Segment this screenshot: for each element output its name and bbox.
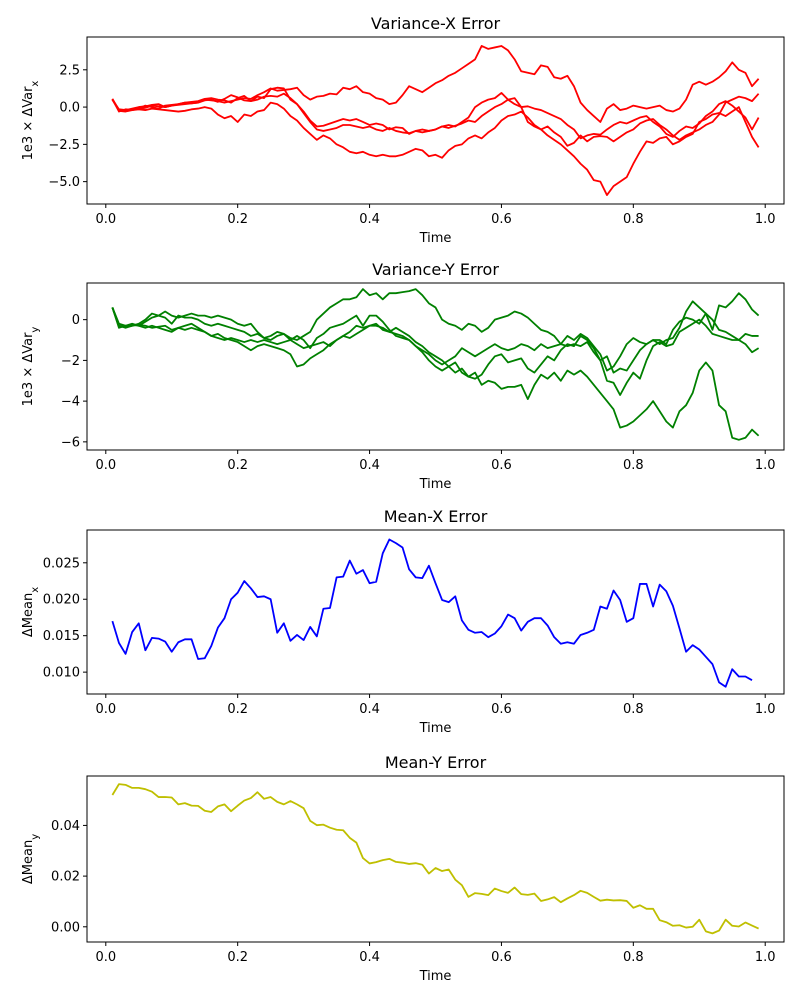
x-tick-label: 0.6 xyxy=(491,702,512,717)
y-tick-label: 0.015 xyxy=(43,629,80,644)
chart-title: Variance-Y Error xyxy=(372,260,499,279)
chart-title: Variance-X Error xyxy=(371,14,501,33)
x-tick-label: 0.2 xyxy=(227,702,248,717)
y-tick-label: 2.5 xyxy=(59,63,80,78)
chart-panel-2: Variance-Y Error 0.0 0.2 0.4 0.6 0.8 1.0 0 −2 −4 −… xyxy=(21,260,785,492)
y-tick-label: 0.0 xyxy=(59,101,80,116)
y-axis-label: ΔMeanx xyxy=(21,587,41,637)
y-axis-label-subscript: x xyxy=(30,587,41,593)
x-tick-label: 0.4 xyxy=(359,702,380,717)
series-line-3 xyxy=(111,307,760,441)
plot-frame xyxy=(86,282,785,451)
y-tick-label: 0.00 xyxy=(51,920,80,935)
x-tick-label: 0.6 xyxy=(491,212,512,227)
y-axis-label: 1e3 × ΔVarx xyxy=(21,81,41,161)
y-tick-label: −6 xyxy=(61,435,80,450)
series-line-4 xyxy=(111,307,760,396)
x-axis-label: Time xyxy=(419,721,452,736)
y-axis-label-base: 1e3 × ΔVar xyxy=(21,332,36,406)
series-line-1 xyxy=(111,45,760,123)
y-tick-label: 0.020 xyxy=(43,593,80,608)
chart-panel-1: Variance-X Error 0.0 0.2 0.4 0.6 0.8 1.0 2.5 0.0… xyxy=(21,14,785,246)
x-tick-label: 1.0 xyxy=(755,458,776,473)
y-axis-label-base: ΔMean xyxy=(21,593,36,637)
x-tick-label: 0.0 xyxy=(95,458,116,473)
x-tick-label: 0.2 xyxy=(227,458,248,473)
x-tick-label: 0.0 xyxy=(95,950,116,965)
x-axis-label: Time xyxy=(419,231,452,246)
plot-frame xyxy=(86,36,785,205)
y-tick-label: −4 xyxy=(61,395,80,410)
x-tick-label: 1.0 xyxy=(755,950,776,965)
y-tick-label: 0.010 xyxy=(43,666,80,681)
y-tick-label: 0.04 xyxy=(51,819,80,834)
y-axis-label-subscript: x xyxy=(30,81,41,87)
x-tick-label: 0.8 xyxy=(623,212,644,227)
y-axis-label-base: 1e3 × ΔVar xyxy=(21,86,36,160)
chart-panel-4: Mean-Y Error 0.0 0.2 0.4 0.6 0.8 1.0 0.04 0.02 0.… xyxy=(21,753,785,984)
x-axis-label: Time xyxy=(419,477,452,492)
chart-title: Mean-X Error xyxy=(384,507,488,526)
series-line-4 xyxy=(111,92,760,147)
x-tick-label: 0.8 xyxy=(623,950,644,965)
x-tick-label: 0.8 xyxy=(623,458,644,473)
x-tick-label: 0.4 xyxy=(359,212,380,227)
y-tick-label: 0.025 xyxy=(43,556,80,571)
x-tick-label: 0.6 xyxy=(491,950,512,965)
x-tick-label: 0.4 xyxy=(359,950,380,965)
y-tick-label: −2 xyxy=(61,354,80,369)
series-line-3 xyxy=(111,99,760,196)
x-axis-label: Time xyxy=(419,969,452,984)
x-tick-label: 0.6 xyxy=(491,458,512,473)
plot-frame xyxy=(86,529,785,695)
x-tick-label: 0.0 xyxy=(95,212,116,227)
chart-title: Mean-Y Error xyxy=(385,753,487,772)
x-tick-label: 0.8 xyxy=(623,702,644,717)
chart-panel-3: Mean-X Error 0.0 0.2 0.4 0.6 0.8 1.0 0.025 0.020… xyxy=(21,507,785,736)
x-tick-label: 0.4 xyxy=(359,458,380,473)
y-axis-label: 1e3 × ΔVary xyxy=(21,327,41,407)
y-tick-label: 0.02 xyxy=(51,870,80,885)
series-line-2 xyxy=(111,307,759,372)
y-axis-label: ΔMeany xyxy=(21,834,41,884)
y-tick-label: −2.5 xyxy=(48,138,80,153)
y-axis-label-subscript: y xyxy=(30,327,41,333)
x-tick-label: 0.0 xyxy=(95,702,116,717)
y-tick-label: 0 xyxy=(72,313,80,328)
y-tick-label: −5.0 xyxy=(48,175,80,190)
plot-frame xyxy=(86,775,785,943)
x-tick-label: 0.2 xyxy=(227,950,248,965)
x-tick-label: 1.0 xyxy=(755,702,776,717)
y-axis-label-base: ΔMean xyxy=(21,840,36,884)
x-tick-label: 0.2 xyxy=(227,212,248,227)
series-line-1 xyxy=(111,538,753,688)
x-tick-label: 1.0 xyxy=(755,212,776,227)
y-axis-label-subscript: y xyxy=(30,834,41,840)
series-line-1 xyxy=(111,783,759,935)
series-line-2 xyxy=(111,86,760,140)
